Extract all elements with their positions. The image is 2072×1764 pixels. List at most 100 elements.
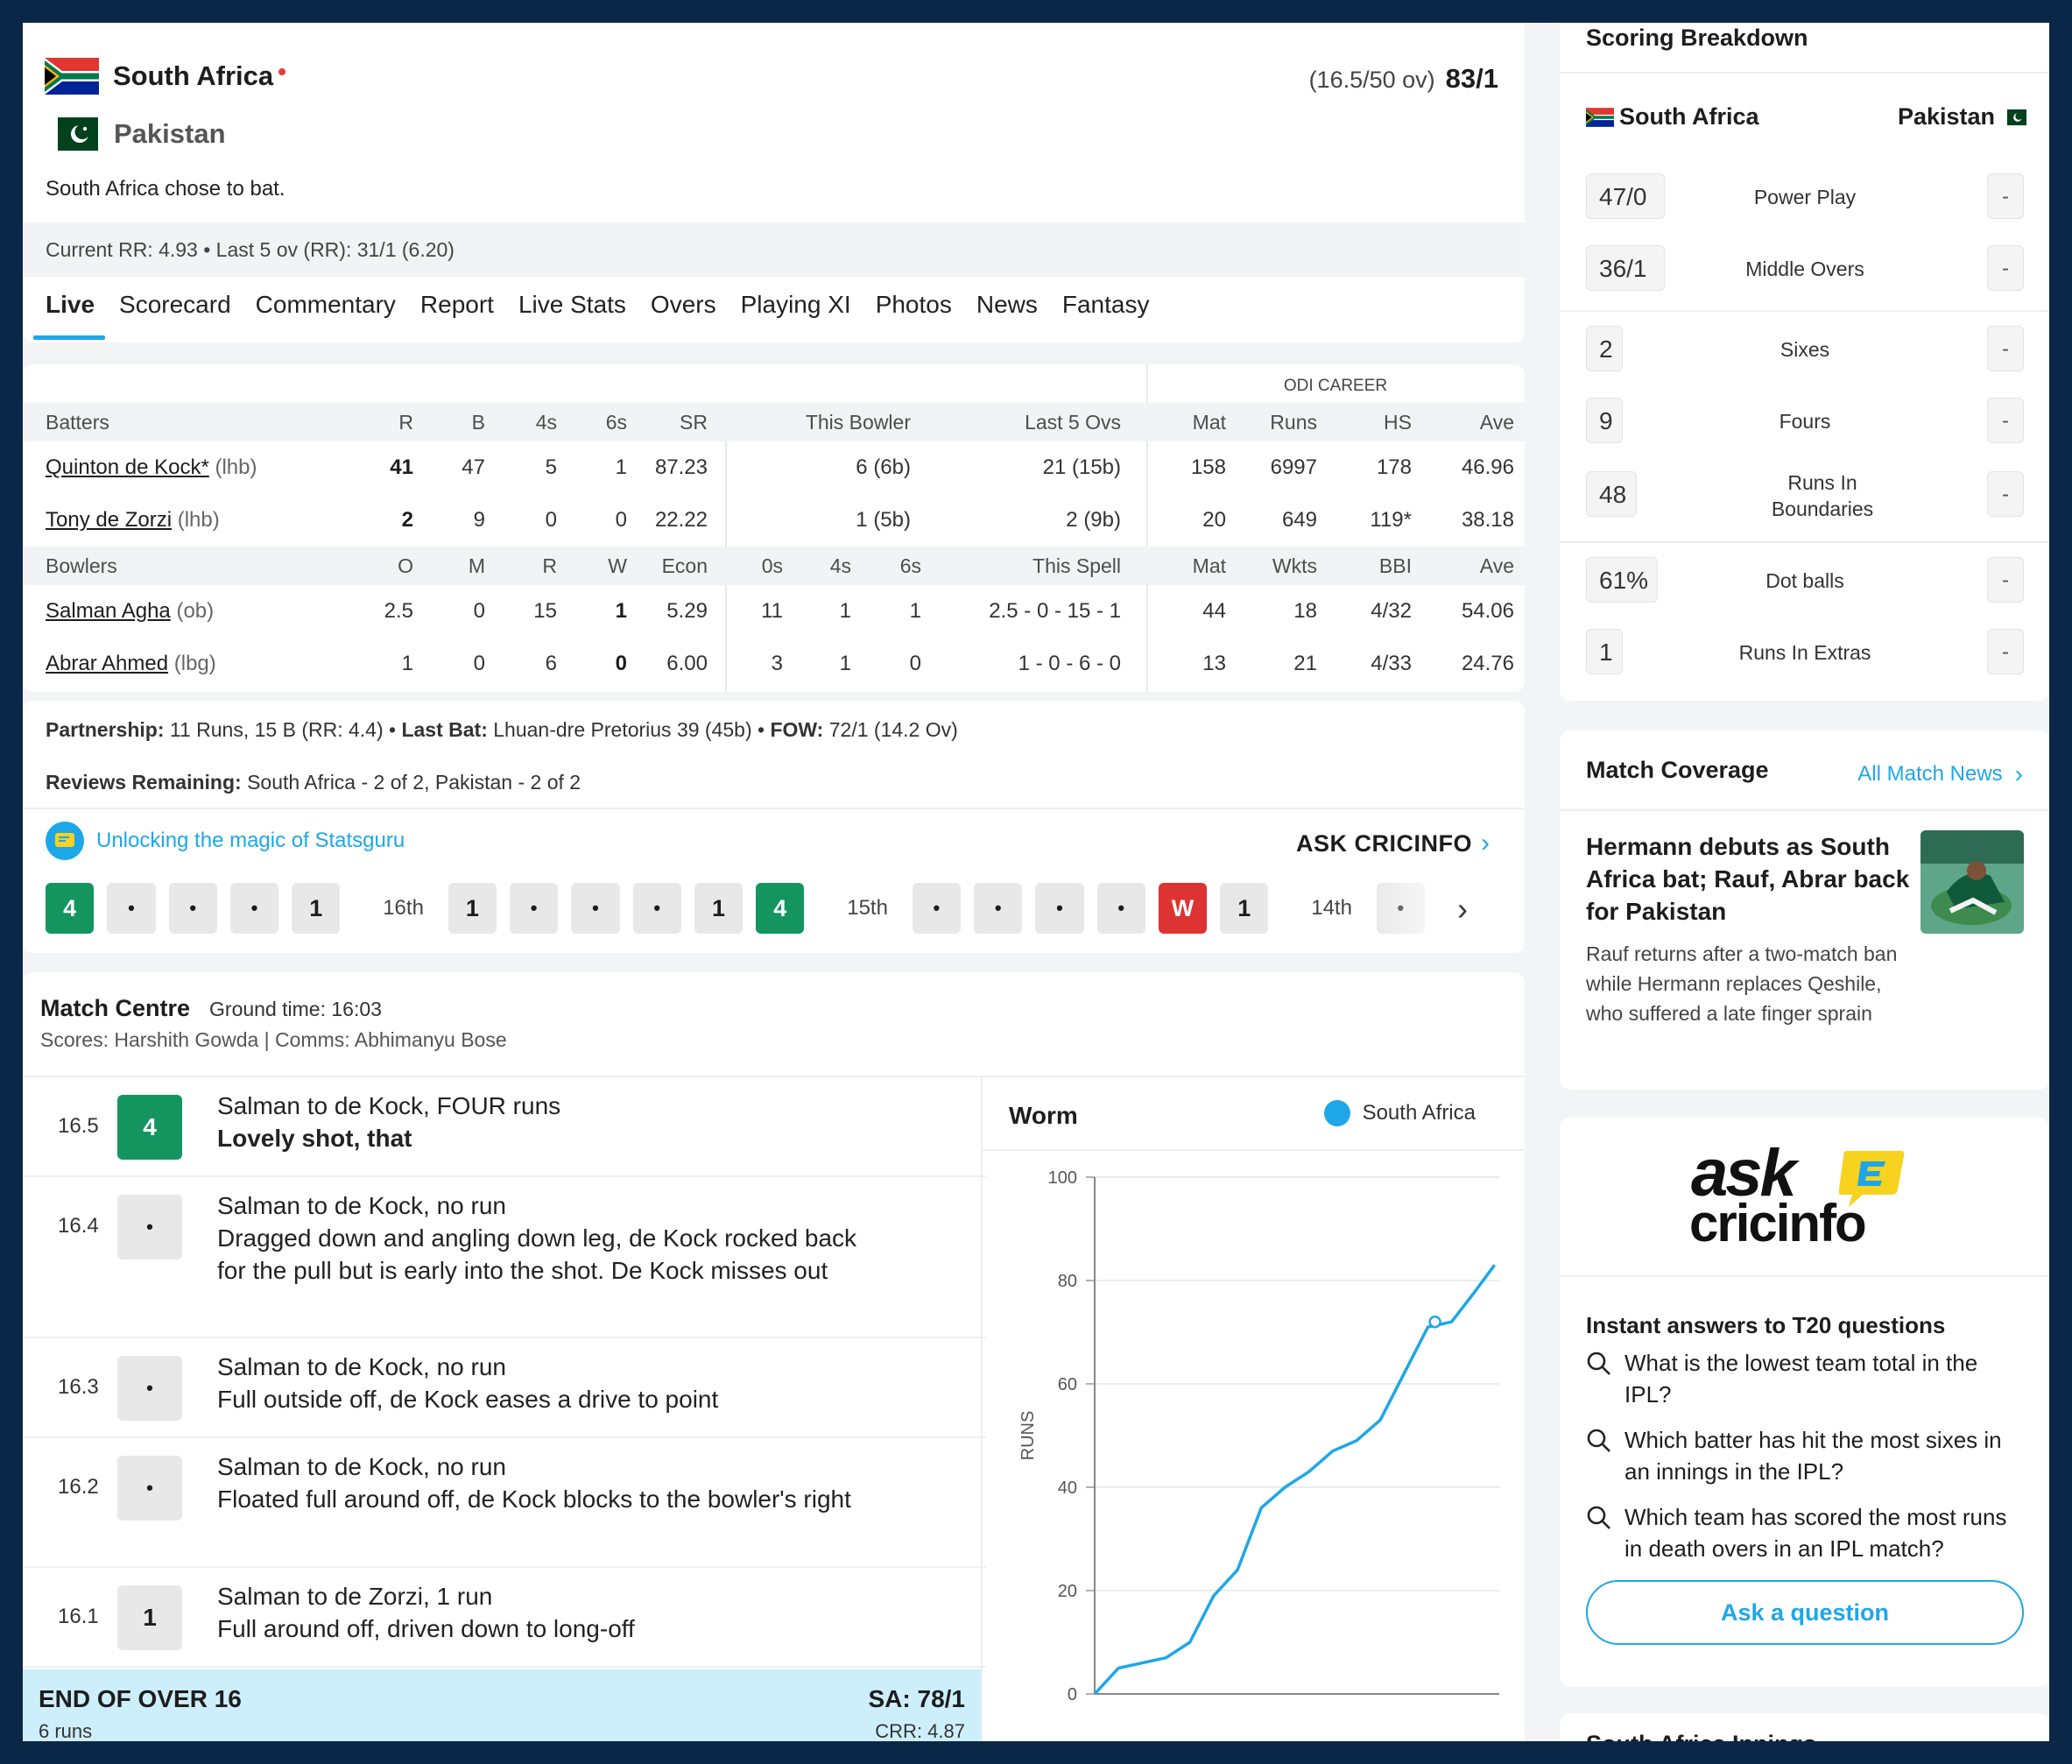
ball-chip[interactable]: • <box>168 883 217 934</box>
bowler-runs: 15 <box>533 599 557 623</box>
ball-chip[interactable]: • <box>510 883 559 934</box>
over-label: 16th <box>383 896 424 920</box>
bowlers-table: Bowlers O M R W Econ 0s 4s 6s This Spell… <box>23 547 1525 690</box>
wicket-marker <box>1428 1315 1441 1329</box>
ask-cricinfo-link[interactable]: ASK CRICINFO › <box>1296 829 1490 858</box>
pak-value: - <box>1987 245 2024 291</box>
news-thumbnail <box>1920 830 2024 934</box>
tab-report[interactable]: Report <box>419 291 494 318</box>
bowler-name-link[interactable]: Salman Agha <box>46 599 171 623</box>
reviews-line: Reviews Remaining: South Africa - 2 of 2… <box>46 771 581 794</box>
pak-value: - <box>1987 326 2024 371</box>
commentary-detail: Dragged down and angling down leg, de Ko… <box>217 1224 857 1284</box>
bowlers-header-row: Bowlers O M R W Econ 0s 4s 6s This Spell… <box>23 547 1525 585</box>
question-text: Which batter has hit the most sixes in a… <box>1624 1427 2002 1485</box>
statsguru-promo[interactable]: Unlocking the magic of Statsguru <box>46 822 405 860</box>
ball-chip[interactable]: W <box>1158 883 1208 934</box>
commentary-item[interactable]: 16.4 • Salman to de Kock, no run Dragged… <box>23 1177 986 1338</box>
tab-fantasy[interactable]: Fantasy <box>1061 291 1150 318</box>
commentary-item[interactable]: 16.1 1 Salman to de Zorzi, 1 run Full ar… <box>23 1568 986 1668</box>
y-tick-label: 0 <box>1068 1685 1077 1704</box>
commentary-item[interactable]: 16.2 • Salman to de Kock, no run Floated… <box>23 1438 986 1568</box>
ball-chip[interactable]: • <box>229 883 279 934</box>
ball-chip[interactable]: 1 <box>292 883 341 934</box>
commentary-item[interactable]: 16.3 • Salman to de Kock, no run Full ou… <box>23 1338 986 1438</box>
ball-chip[interactable]: 1 <box>1220 883 1269 934</box>
scoring-row: 36/1 Middle Overs - <box>1586 245 2024 294</box>
batters-header-row: Batters R B 4s 6s SR This Bowler Last 5 … <box>23 403 1525 441</box>
col-r: R <box>347 403 413 441</box>
batter-name-link[interactable]: Tony de Zorzi <box>46 508 173 532</box>
chevron-right-icon: › <box>2014 760 2023 787</box>
bowler-name-link[interactable]: Abrar Ahmed <box>46 652 169 675</box>
col-r: R <box>485 547 557 585</box>
tab-overs[interactable]: Overs <box>650 291 716 318</box>
south-africa-flag-icon <box>1586 107 1614 127</box>
commentary-item[interactable]: 16.5 4 Salman to de Kock, FOUR runs Love… <box>23 1077 986 1177</box>
ask-question-button[interactable]: Ask a question <box>1586 1580 2024 1645</box>
match-info-card: Partnership: 11 Runs, 15 B (RR: 4.4) • L… <box>23 701 1525 953</box>
ball-chip[interactable]: 1 <box>694 883 744 934</box>
ball-chip[interactable]: • <box>912 883 962 934</box>
batter-career-runs: 6997 <box>1270 455 1317 479</box>
tab-news[interactable]: News <box>976 291 1038 318</box>
news-summary: Rauf returns after a two-match ban while… <box>1586 942 1898 1025</box>
divider <box>23 808 1525 809</box>
tab-commentary[interactable]: Commentary <box>255 291 396 318</box>
suggested-question[interactable]: Which team has scored the most runs in d… <box>1586 1501 2024 1564</box>
end-of-over-runs: 6 runs <box>39 1720 93 1741</box>
match-centre-header: Match Centre Ground time: 16:03 <box>40 995 382 1022</box>
tab-playing-xi[interactable]: Playing XI <box>740 291 851 318</box>
ball-strip-fade <box>1371 872 1459 944</box>
team2-row[interactable]: Pakistan <box>58 117 226 151</box>
tab-live-stats[interactable]: Live Stats <box>518 291 626 318</box>
commentary-headline: Salman to de Kock, FOUR runs <box>217 1092 561 1119</box>
batter-mat: 20 <box>1202 508 1226 532</box>
stat-label: Power Play <box>1753 186 1857 208</box>
ball-chip[interactable]: 1 <box>448 883 497 934</box>
ball-chip[interactable]: • <box>107 883 156 934</box>
tab-live[interactable]: Live <box>46 291 95 318</box>
team1-row[interactable]: South Africa <box>45 58 286 95</box>
end-of-over-banner: END OF OVER 16 6 runs SA: 78/1 CRR: 4.87 <box>23 1669 981 1741</box>
commentary-detail: Full outside off, de Kock eases a drive … <box>217 1386 719 1413</box>
ball-chip[interactable]: • <box>632 883 681 934</box>
bowler-overs: 2.5 <box>384 599 413 623</box>
chevron-right-icon: › <box>1481 829 1490 857</box>
ball-chip[interactable]: 4 <box>756 883 805 934</box>
batter-sixes: 0 <box>615 508 627 532</box>
stat-label: Middle Overs <box>1745 258 1864 280</box>
commentary-headline: Salman to de Zorzi, 1 run <box>217 1583 493 1610</box>
career-header-divider <box>1146 364 1148 692</box>
sa-value: 2 <box>1586 326 1623 371</box>
ball-strip-next-button[interactable]: › <box>1441 888 1484 930</box>
sa-value: 36/1 <box>1586 245 1665 291</box>
batter-row: Tony de Zorzi (lhb) 2 9 0 0 22.22 1 (5b)… <box>23 494 1525 547</box>
innings-card: South Africa Innings <box>1560 1713 2049 1741</box>
ball-chip[interactable]: • <box>1096 883 1145 934</box>
tab-scorecard[interactable]: Scorecard <box>119 291 231 318</box>
divider <box>1560 809 2049 811</box>
commentary-text: Salman to de Kock, FOUR runs Lovely shot… <box>217 1090 883 1154</box>
suggested-question[interactable]: Which batter has hit the most sixes in a… <box>1586 1424 2024 1487</box>
all-match-news-link[interactable]: All Match News › <box>1857 760 2023 788</box>
ball-chip[interactable]: • <box>571 883 620 934</box>
batter-name-link[interactable]: Quinton de Kock* <box>46 455 209 479</box>
bowler-dots: 11 <box>761 599 783 623</box>
commentary-headline: Salman to de Kock, no run <box>217 1353 506 1380</box>
stat-label: Sixes <box>1780 338 1830 361</box>
news-story[interactable]: Hermann debuts as South Africa bat; Rauf… <box>1586 830 2024 1058</box>
ball-chip[interactable]: • <box>974 883 1023 934</box>
sa-value: 47/0 <box>1586 173 1665 219</box>
ask-cricinfo-card: ask cricinfo Instant answers to T20 ques… <box>1560 1118 2049 1687</box>
ball-chip[interactable]: 4 <box>46 883 95 934</box>
batter-sixes: 1 <box>615 455 627 479</box>
scoring-row: 61% Dot balls - <box>1586 557 2024 606</box>
ball-chip[interactable]: • <box>1035 883 1084 934</box>
tab-photos[interactable]: Photos <box>875 291 952 318</box>
search-icon <box>1587 1429 1610 1452</box>
suggested-question[interactable]: What is the lowest team total in the IPL… <box>1586 1347 2024 1410</box>
pak-value: - <box>1987 557 2024 603</box>
match-centre-card: Match Centre Ground time: 16:03 Scores: … <box>23 972 1525 1741</box>
